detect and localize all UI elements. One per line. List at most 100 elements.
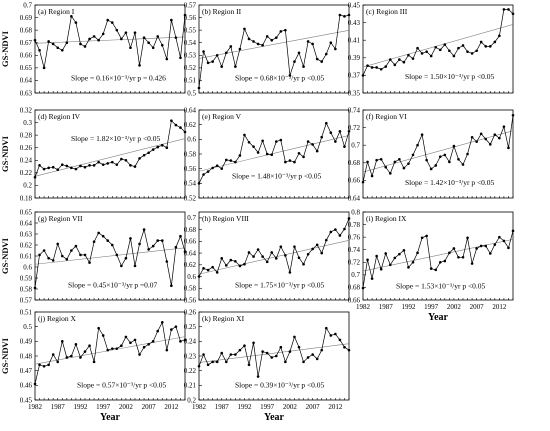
- data-point: [234, 259, 237, 263]
- data-point: [366, 258, 369, 262]
- data-point: [197, 86, 201, 90]
- series-line: [198, 218, 350, 277]
- data-point: [434, 45, 438, 49]
- plot-frame: [34, 4, 186, 94]
- data-point: [402, 60, 406, 64]
- data-point: [74, 167, 78, 171]
- data-point: [47, 363, 50, 367]
- data-point: [407, 162, 410, 165]
- data-point: [288, 159, 292, 162]
- trend-line: [198, 135, 350, 172]
- data-point: [511, 12, 515, 16]
- data-point: [211, 60, 214, 63]
- x-tick-label: 2002: [447, 303, 462, 311]
- data-point: [438, 155, 442, 158]
- y-tick-label: 0.46: [20, 382, 33, 390]
- data-point: [411, 153, 415, 157]
- data-point: [279, 245, 283, 248]
- y-tick-label: 0.48: [20, 352, 33, 360]
- series-line: [362, 115, 514, 183]
- data-point: [238, 47, 242, 51]
- data-point: [320, 251, 324, 255]
- y-tick-label: 0.57: [184, 1, 197, 9]
- data-point: [224, 264, 228, 267]
- x-tick-label: 1982: [28, 403, 43, 411]
- plot-frame: [34, 109, 186, 199]
- data-point: [211, 360, 214, 364]
- plot-frame: [362, 211, 514, 301]
- data-point: [106, 239, 110, 242]
- data-point: [438, 48, 442, 52]
- y-tick-label: 0.56: [184, 296, 197, 304]
- data-point: [124, 158, 128, 162]
- data-point: [334, 228, 337, 231]
- data-point: [174, 123, 178, 127]
- data-point: [452, 54, 456, 58]
- data-point: [170, 328, 173, 331]
- panel-7: 0.57 0.58 0.59 0.6 0.61 0.62 0.63 0.64 0.65 GS-ND…: [0, 208, 187, 304]
- data-point: [220, 65, 224, 68]
- data-point: [92, 240, 96, 243]
- x-tick-label: 2012: [328, 403, 343, 411]
- data-point: [179, 340, 182, 343]
- y-tick-label: 0.55: [184, 26, 197, 34]
- y-tick-label: 0.54: [184, 180, 197, 188]
- panel-4: 0.18 0.2 0.22 0.24 0.26 0.28 0.3 0.32 GS-NDVI (d)…: [0, 106, 187, 202]
- data-point: [315, 57, 319, 61]
- y-tick-label: 0.58: [184, 150, 197, 158]
- data-point: [329, 131, 333, 135]
- data-point: [92, 164, 96, 167]
- data-point: [484, 137, 488, 141]
- data-point: [393, 256, 397, 260]
- data-point: [407, 266, 410, 269]
- data-point: [165, 348, 169, 352]
- trend-line: [362, 130, 514, 173]
- y-tick-label: 0.5: [23, 323, 32, 331]
- series-line: [362, 230, 514, 289]
- data-point: [448, 160, 451, 164]
- data-point: [120, 37, 123, 41]
- data-point: [110, 21, 114, 24]
- y-tick-label: 0.7: [187, 214, 196, 222]
- y-tick-label: 0.7: [351, 271, 360, 279]
- y-axis-label: GS-NDVI: [0, 337, 10, 374]
- data-point: [429, 167, 433, 171]
- data-point: [51, 353, 55, 356]
- data-point: [347, 129, 351, 133]
- data-point: [284, 28, 287, 32]
- data-point: [507, 8, 510, 11]
- data-point: [33, 382, 37, 386]
- panel-title: (j) Region X: [38, 314, 76, 323]
- data-point: [101, 334, 105, 337]
- data-point: [183, 338, 187, 342]
- data-point: [306, 140, 310, 143]
- data-point: [243, 344, 246, 348]
- trend-line: [34, 36, 186, 44]
- data-point: [97, 160, 100, 164]
- y-tick-label: 0.52: [184, 194, 197, 202]
- data-point: [83, 253, 87, 257]
- trend-line: [198, 343, 350, 363]
- panel-10: 0.45 0.46 0.47 0.48 0.49 0.5 0.51 1982 1987 1992 1…: [0, 308, 187, 423]
- data-point: [457, 255, 460, 259]
- data-point: [274, 36, 278, 39]
- y-tick-label: 0.43: [348, 19, 361, 27]
- data-point: [120, 264, 123, 268]
- y-tick-label: 0.7: [23, 1, 32, 9]
- data-point: [38, 164, 41, 167]
- data-point: [70, 15, 73, 18]
- data-point: [56, 242, 60, 246]
- data-point: [279, 345, 283, 349]
- data-point: [215, 360, 219, 364]
- data-point: [457, 157, 460, 161]
- data-point: [361, 74, 365, 77]
- data-point: [270, 153, 274, 157]
- y-axis-label: GS-NDVI: [0, 135, 10, 172]
- y-tick-label: 0.67: [20, 39, 33, 47]
- data-point: [457, 46, 460, 50]
- data-point: [234, 353, 237, 356]
- data-point: [388, 263, 392, 267]
- data-point: [165, 57, 169, 61]
- data-point: [443, 153, 447, 157]
- data-point: [375, 254, 378, 258]
